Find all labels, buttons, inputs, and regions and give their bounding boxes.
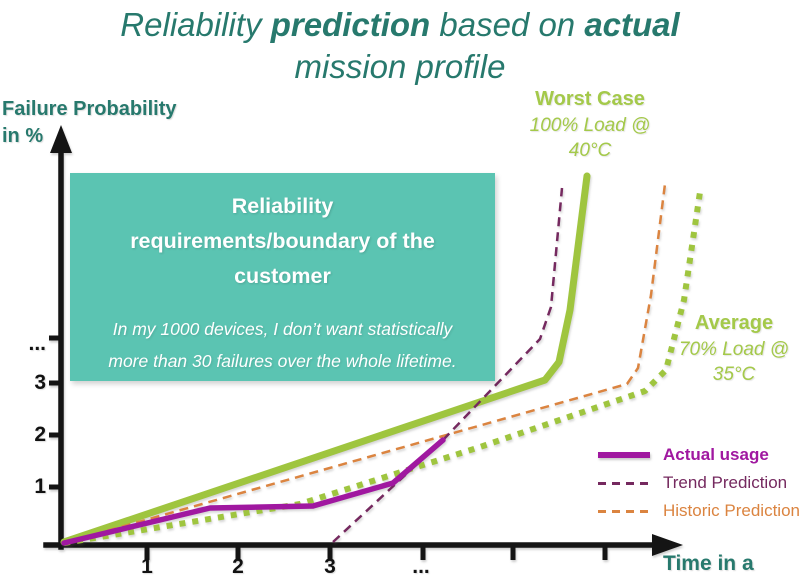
y-tick-label: 1	[34, 475, 46, 498]
title-seg-1: Reliability	[120, 6, 271, 43]
x-tick-label: 2	[232, 555, 244, 578]
title-seg-2: prediction	[270, 6, 431, 43]
series-actual-usage	[61, 437, 446, 546]
y-tick-label: 3	[34, 371, 46, 394]
y-axis-title-line-2: in %	[2, 125, 44, 147]
title-line-2: mission profile	[294, 47, 506, 85]
legend-item-actual-usage: Actual usage	[598, 441, 798, 469]
annotation-average-title: Average	[694, 312, 774, 334]
requirement-heading-line-2: requirements/boundary of the	[130, 228, 435, 253]
requirement-body-line-1: In my 1000 devices, I don’t want statist…	[112, 319, 453, 340]
y-tick-label: ...	[28, 332, 46, 355]
y-axis-arrow-icon	[50, 125, 72, 153]
legend-item-trend-prediction: Trend Prediction	[598, 469, 798, 497]
legend-swatch-dashed-line-icon	[598, 481, 650, 485]
legend-label-actual-usage: Actual usage	[663, 445, 769, 464]
y-axis-title-line-1: Failure Probability	[2, 98, 177, 120]
legend-item-historic-prediction: Historic Prediction	[598, 497, 800, 525]
annotation-average-temp: 35°C	[712, 363, 756, 385]
x-tick-label: 3	[324, 555, 336, 578]
requirement-callout-box: Reliability requirements/boundary of the…	[70, 173, 495, 381]
legend: Actual usage Trend Prediction Historic P…	[598, 441, 800, 525]
requirement-heading-line-3: customer	[234, 263, 331, 288]
series-worst-case-100-load-40-c	[60, 172, 591, 546]
annotation-worst-case-load: 100% Load @	[529, 114, 651, 136]
x-axis-arrow-icon	[652, 534, 683, 556]
legend-label-historic-prediction: Historic Prediction	[663, 501, 800, 520]
x-axis-title: Time in a	[663, 552, 754, 575]
axis-tick-marks	[49, 335, 608, 560]
requirement-heading-line-1: Reliability	[231, 194, 334, 218]
axes	[43, 125, 683, 560]
title-seg-3: based on	[430, 6, 585, 43]
series-trend-prediction	[332, 187, 564, 543]
annotation-worst-case-title: Worst Case	[535, 88, 645, 110]
page-title: Reliability prediction based on actual m…	[0, 4, 800, 87]
annotation-worst-case-temp: 40°C	[568, 139, 612, 161]
legend-swatch-dashed-line-icon	[598, 509, 650, 513]
legend-swatch-solid-line-icon	[598, 452, 650, 458]
chart-series-group	[60, 172, 703, 546]
legend-label-trend-prediction: Trend Prediction	[663, 473, 788, 492]
annotation-average: Average 70% Load @ 35°C	[668, 310, 800, 387]
y-tick-label: 2	[34, 423, 46, 446]
annotation-average-load: 70% Load @	[678, 338, 790, 360]
requirement-heading: Reliability requirements/boundary of the…	[84, 189, 481, 293]
y-axis-title: Failure Probability in %	[2, 96, 176, 150]
x-tick-label: 1	[141, 555, 153, 578]
x-tick-label: ...	[412, 555, 430, 578]
annotation-worst-case: Worst Case 100% Load @ 40°C	[500, 86, 680, 163]
requirement-body: In my 1000 devices, I don’t want statist…	[84, 314, 481, 377]
title-line-1: Reliability prediction based on actual	[0, 4, 800, 46]
requirement-body-line-2: more than 30 failures over the whole lif…	[108, 350, 457, 371]
series-historic-prediction	[63, 183, 667, 545]
title-seg-4: actual	[584, 6, 680, 43]
